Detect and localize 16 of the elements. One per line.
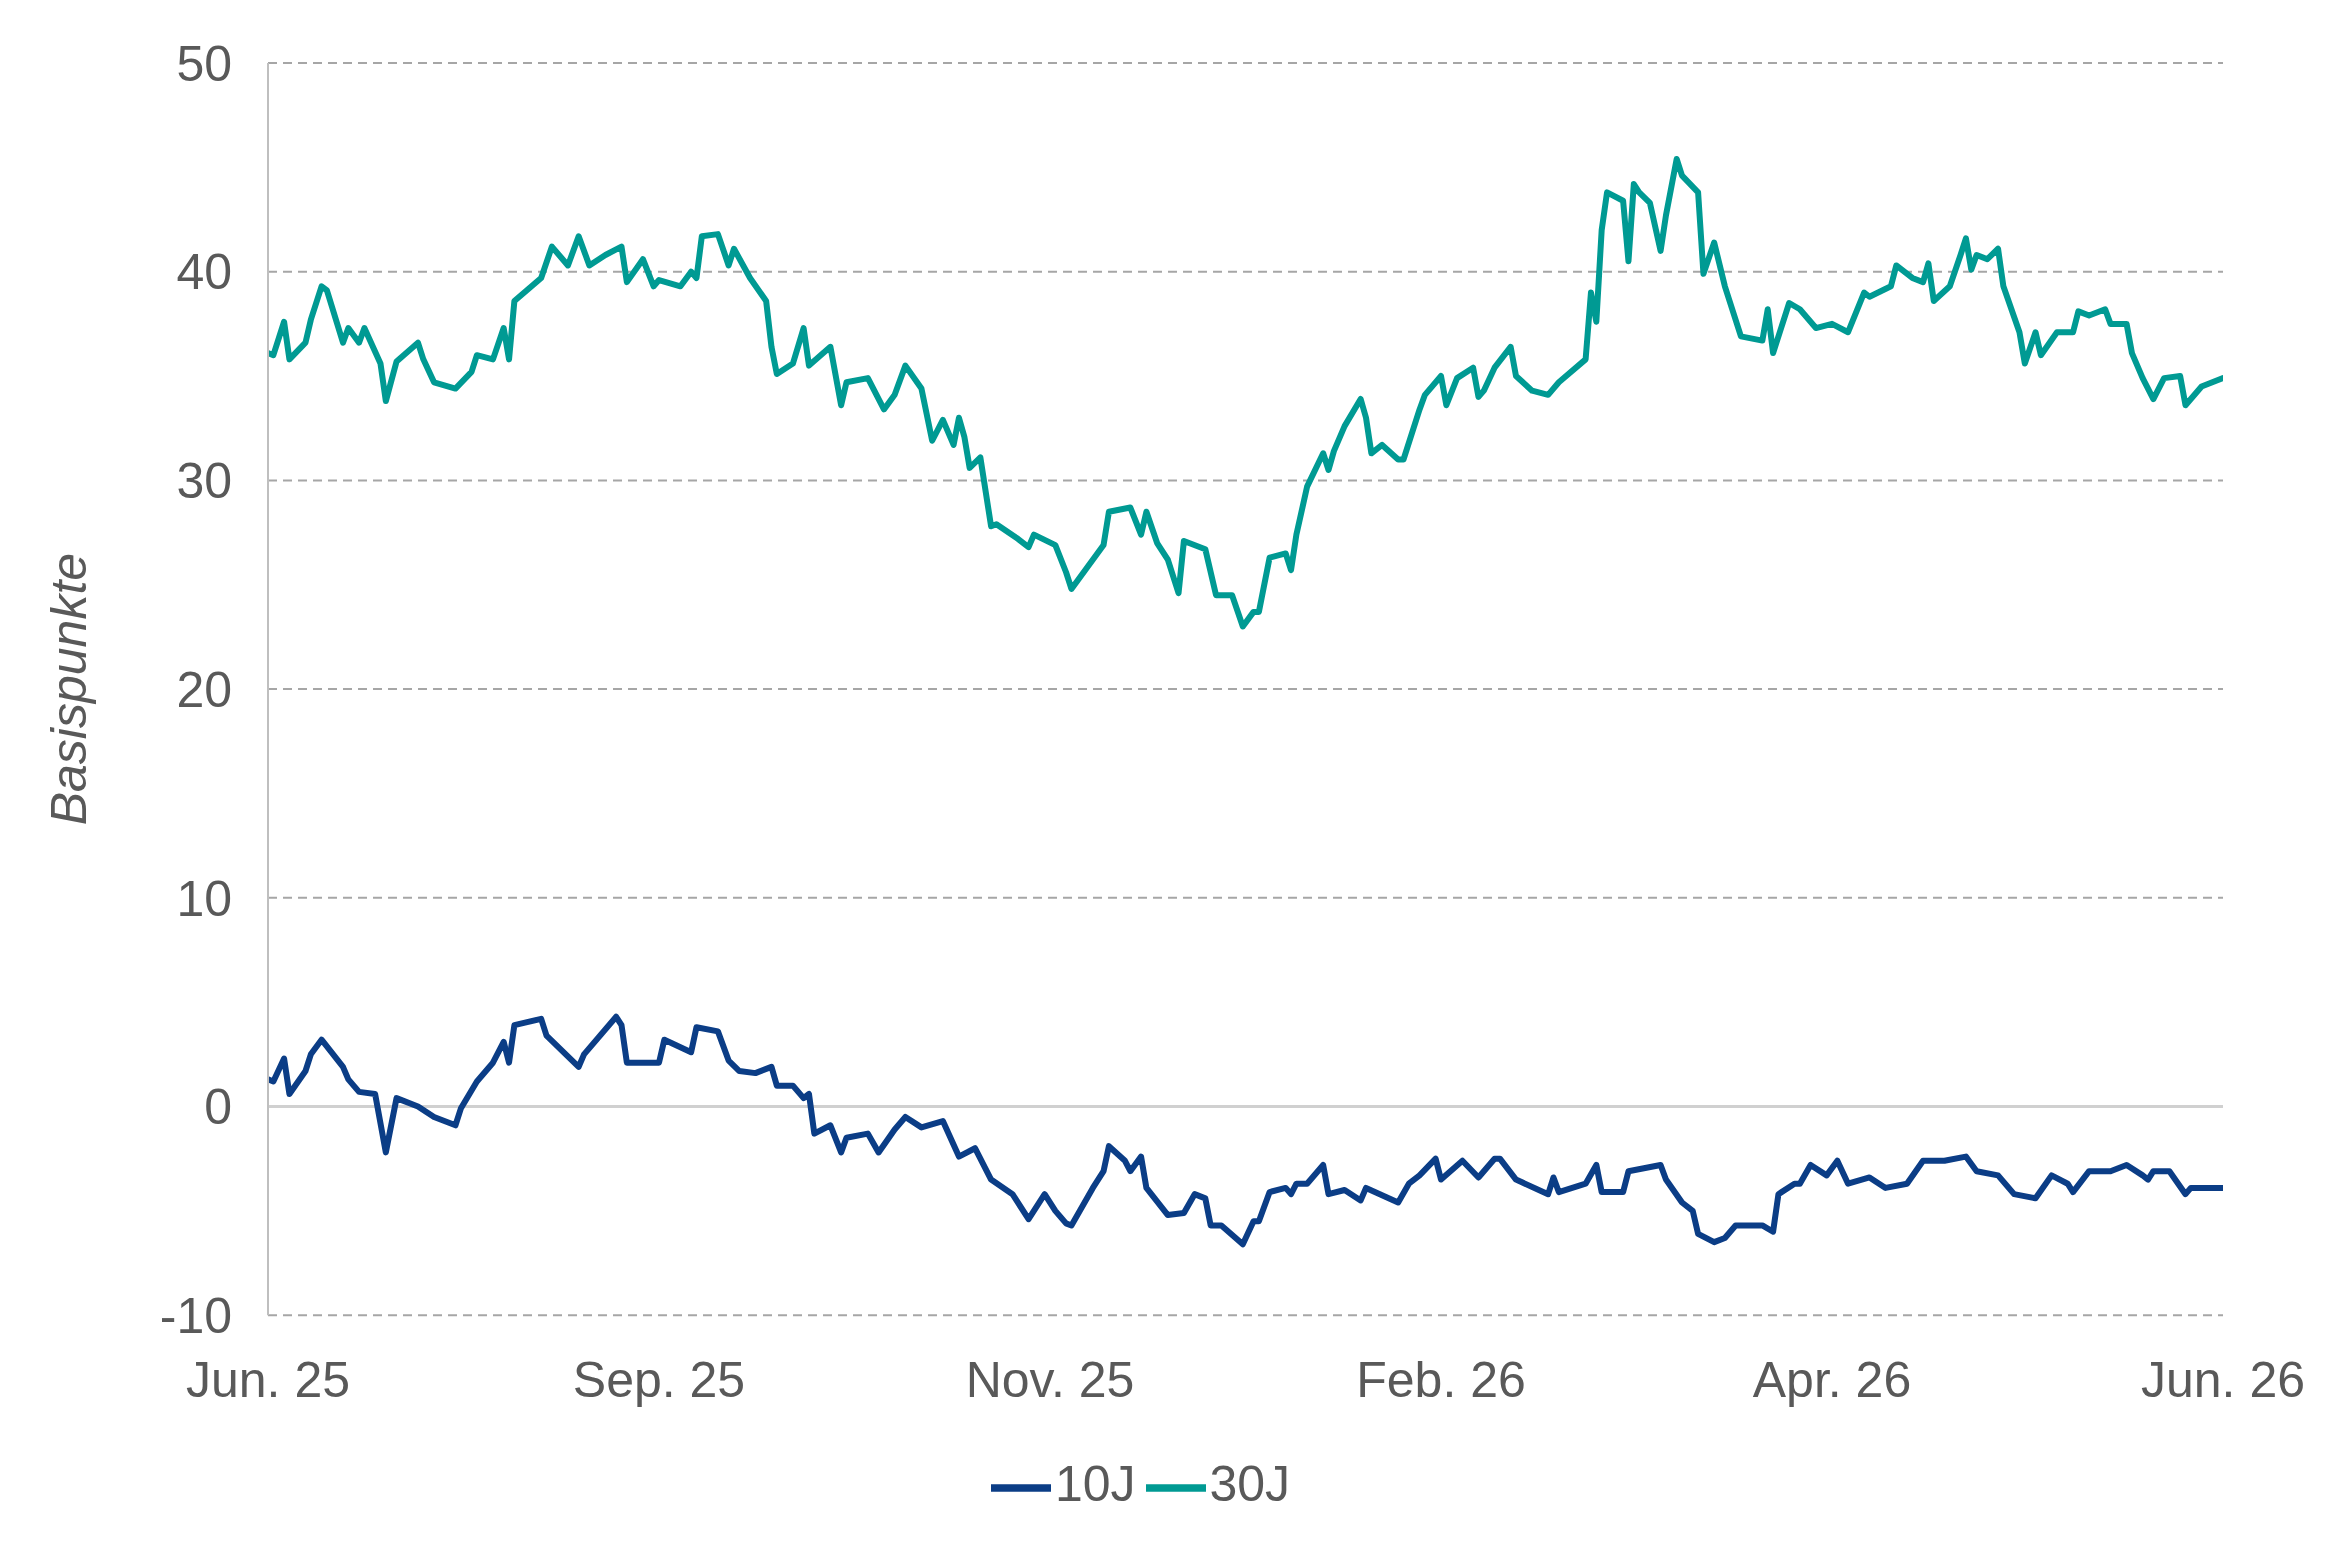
y-axis-title: Basispunkte bbox=[40, 552, 97, 826]
x-tick-label: Apr. 26 bbox=[1752, 1351, 1912, 1408]
x-tick-label: Sep. 25 bbox=[572, 1351, 746, 1408]
x-tick-label: Jun. 25 bbox=[185, 1351, 351, 1408]
x-tick-label: Feb. 26 bbox=[1356, 1351, 1526, 1408]
y-tick-label: -10 bbox=[159, 1287, 232, 1344]
y-tick-label: 20 bbox=[176, 661, 232, 718]
y-tick-label: 10 bbox=[176, 870, 232, 927]
y-tick-label: 30 bbox=[176, 453, 232, 510]
x-tick-label: Jun. 26 bbox=[2140, 1351, 2306, 1408]
x-tick-label: Nov. 25 bbox=[965, 1351, 1135, 1408]
legend-label: 30J bbox=[1209, 1456, 1291, 1513]
y-tick-label: 0 bbox=[204, 1079, 232, 1136]
y-tick-label: 40 bbox=[176, 244, 232, 301]
legend-label: 10J bbox=[1054, 1456, 1136, 1513]
y-tick-label: 50 bbox=[176, 35, 232, 92]
